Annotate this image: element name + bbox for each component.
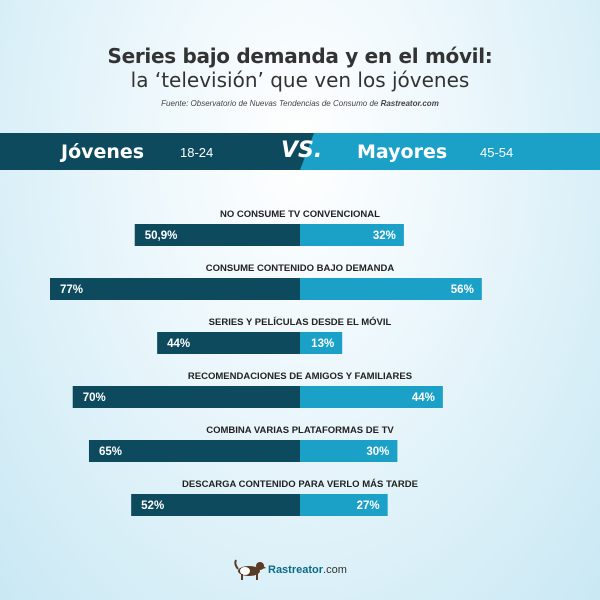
category-label: CONSUME CONTENIDO BAJO DEMANDA (206, 263, 395, 274)
source-note: Fuente: Observatorio de Nuevas Tendencia… (0, 99, 600, 108)
bar-mayores (300, 386, 443, 408)
value-label-mayores: 32% (373, 230, 396, 242)
bar-jovenes (131, 494, 300, 516)
category-label: NO CONSUME TV CONVENCIONAL (220, 209, 380, 220)
value-label-mayores: 13% (311, 338, 334, 350)
value-label-mayores: 56% (451, 284, 474, 296)
group-jovenes-label: Jóvenes (61, 141, 145, 163)
versus-label: VS. (281, 138, 323, 163)
chart-title-line-1: Series bajo demanda y en el móvil: (107, 44, 493, 68)
bar-jovenes (72, 386, 301, 408)
value-label-mayores: 30% (366, 446, 389, 458)
value-label-jovenes: 77% (60, 284, 83, 296)
category-label: SERIES Y PELÍCULAS DESDE EL MÓVIL (209, 316, 392, 328)
value-label-mayores: 44% (412, 392, 435, 404)
bar-mayores (300, 332, 343, 354)
value-label-jovenes: 70% (83, 392, 106, 404)
rastreator-logo: Rastreator.com (232, 556, 372, 582)
versus-notch (280, 133, 320, 170)
group-jovenes-age: 18-24 (180, 145, 214, 160)
logo-wordmark: Rastreator.com (268, 564, 347, 576)
bar-jovenes (134, 224, 300, 246)
bar-mayores (300, 494, 388, 516)
group-mayores-label: Mayores (357, 141, 448, 163)
category-label: DESCARGA CONTENIDO PARA VERLO MÁS TARDE (182, 479, 418, 490)
category-label: RECOMENDACIONES DE AMIGOS Y FAMILIARES (188, 371, 412, 382)
source-prefix: Fuente: Observatorio de Nuevas Tendencia… (161, 99, 381, 108)
bar-mayores (300, 440, 398, 462)
versus-banner: Jóvenes 18-24 VS. Mayores 45-54 (0, 133, 600, 170)
value-label-mayores: 27% (357, 500, 380, 512)
value-label-jovenes: 44% (167, 338, 190, 350)
source-brand: Rastreator.com (380, 99, 439, 108)
group-mayores-age: 45-54 (480, 145, 514, 160)
bar-jovenes (50, 278, 300, 300)
dog-logo-icon (234, 559, 266, 580)
chart-title-line-2: la ‘televisión’ que ven los jóvenes (130, 68, 470, 92)
bar-mayores (300, 224, 404, 246)
bar-jovenes (88, 440, 301, 462)
logo-main: Rastreator (268, 564, 324, 576)
value-label-jovenes: 50,9% (145, 230, 178, 242)
bar-mayores (300, 278, 482, 300)
value-label-jovenes: 65% (99, 446, 122, 458)
versus-right-panel (300, 133, 600, 170)
category-label: COMBINA VARIAS PLATAFORMAS DE TV (206, 425, 394, 436)
value-label-jovenes: 52% (141, 500, 164, 512)
bar-jovenes (157, 332, 300, 354)
logo-suffix: .com (323, 564, 347, 576)
versus-left-panel (0, 133, 300, 170)
